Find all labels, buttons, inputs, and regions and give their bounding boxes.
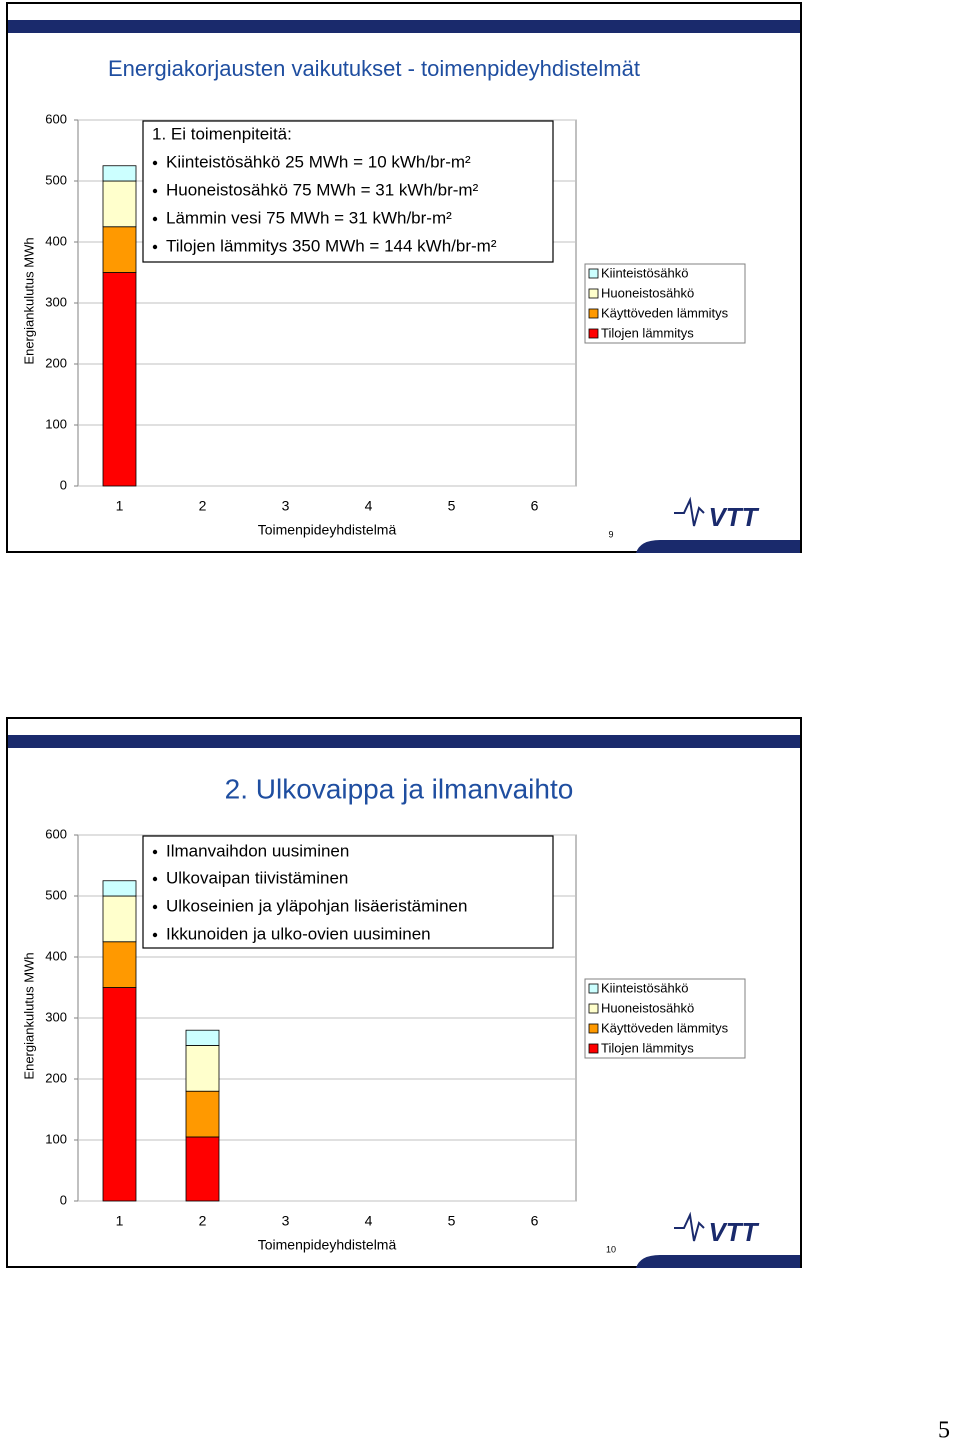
x-tick-label: 2 xyxy=(199,498,207,514)
legend-swatch xyxy=(588,1043,599,1054)
legend-label: Tilojen lämmitys xyxy=(601,1040,694,1055)
text-box-item: Tilojen lämmitys 350 MWh = 144 kWh/br-m² xyxy=(166,236,497,255)
text-box-item: Kiinteistösähkö 25 MWh = 10 kWh/br-m² xyxy=(166,152,471,171)
bar-segment xyxy=(102,180,137,228)
legend-swatch xyxy=(588,328,599,339)
slide-number: 10 xyxy=(606,1244,616,1254)
bar-segment xyxy=(102,165,137,182)
legend-swatch xyxy=(588,308,599,319)
bar-segment xyxy=(102,895,137,943)
y-tick-label: 0 xyxy=(60,1192,67,1207)
y-tick-label: 300 xyxy=(45,294,67,309)
legend-swatch xyxy=(588,983,599,994)
legend-label: Käyttöveden lämmitys xyxy=(601,1020,729,1035)
logo: VTT xyxy=(708,1217,759,1247)
text-box xyxy=(142,120,554,263)
bullet xyxy=(152,216,158,222)
logo: VTT xyxy=(708,502,759,532)
bullet xyxy=(152,849,158,855)
bar-segment xyxy=(102,987,137,1202)
x-tick-label: 6 xyxy=(531,498,539,514)
bar-segment xyxy=(185,1045,220,1092)
x-tick-label: 5 xyxy=(448,498,456,514)
x-tick-label: 6 xyxy=(531,1213,539,1229)
legend-box xyxy=(584,978,746,1059)
bar-segment xyxy=(102,880,137,897)
x-tick-label: 4 xyxy=(365,498,373,514)
legend-box xyxy=(584,263,746,344)
page-number: 5 xyxy=(938,1418,950,1444)
y-tick-label: 200 xyxy=(45,355,67,370)
bar-segment xyxy=(185,1090,220,1138)
legend-label: Tilojen lämmitys xyxy=(601,325,694,340)
y-tick-label: 400 xyxy=(45,233,67,248)
y-axis-label: Energiankulutus MWh xyxy=(21,237,36,364)
x-tick-label: 3 xyxy=(282,498,290,514)
legend-swatch xyxy=(588,268,599,279)
legend-swatch xyxy=(588,1003,599,1014)
text-box-item: Ilmanvaihdon uusiminen xyxy=(166,841,349,860)
legend-label: Käyttöveden lämmitys xyxy=(601,305,729,320)
text-box-heading: 1. Ei toimenpiteitä: xyxy=(152,124,292,143)
bar-segment xyxy=(102,226,137,273)
y-tick-label: 200 xyxy=(45,1070,67,1085)
bar-segment xyxy=(102,941,137,988)
slide-footer-bar xyxy=(636,1255,800,1268)
logo-wave xyxy=(674,1211,705,1242)
bullet xyxy=(152,904,158,910)
slide-footer-bar xyxy=(636,540,800,553)
bullet xyxy=(152,932,158,938)
x-tick-label: 3 xyxy=(282,1213,290,1229)
text-box-item: Ikkunoiden ja ulko-ovien uusiminen xyxy=(166,924,431,943)
y-tick-label: 500 xyxy=(45,172,67,187)
text-box-item: Ulkovaipan tiivistäminen xyxy=(166,868,348,887)
text-box-item: Huoneistosähkö 75 MWh = 31 kWh/br-m² xyxy=(166,180,479,199)
slide-header-bar xyxy=(8,735,800,748)
y-tick-label: 100 xyxy=(45,1131,67,1146)
y-tick-label: 0 xyxy=(60,477,67,492)
x-tick-label: 4 xyxy=(365,1213,373,1229)
text-box-item: Lämmin vesi 75 MWh = 31 kWh/br-m² xyxy=(166,208,452,227)
slide-title: Energiakorjausten vaikutukset - toimenpi… xyxy=(108,56,640,81)
x-axis-label: Toimenpideyhdistelmä xyxy=(258,522,397,538)
y-tick-label: 500 xyxy=(45,887,67,902)
legend-swatch xyxy=(588,288,599,299)
text-box xyxy=(142,835,554,949)
y-axis-label: Energiankulutus MWh xyxy=(21,952,36,1079)
bar-segment xyxy=(102,272,137,487)
x-tick-label: 1 xyxy=(116,498,124,514)
legend-label: Kiinteistösähkö xyxy=(601,980,688,995)
x-tick-label: 5 xyxy=(448,1213,456,1229)
legend-label: Huoneistosähkö xyxy=(601,1000,694,1015)
slide-number: 9 xyxy=(608,529,613,539)
bar-segment xyxy=(185,1136,220,1202)
slide-header-bar xyxy=(8,20,800,33)
bullet xyxy=(152,188,158,194)
legend-label: Huoneistosähkö xyxy=(601,285,694,300)
legend-label: Kiinteistösähkö xyxy=(601,265,688,280)
x-tick-label: 2 xyxy=(199,1213,207,1229)
slide-title: 2. Ulkovaippa ja ilmanvaihto xyxy=(225,773,574,804)
y-tick-label: 300 xyxy=(45,1009,67,1024)
text-box-item: Ulkoseinien ja yläpohjan lisäeristäminen xyxy=(166,896,467,915)
y-tick-label: 600 xyxy=(45,111,67,126)
bullet xyxy=(152,160,158,166)
bullet xyxy=(152,244,158,250)
y-tick-label: 100 xyxy=(45,416,67,431)
x-axis-label: Toimenpideyhdistelmä xyxy=(258,1237,397,1253)
bullet xyxy=(152,876,158,882)
legend-swatch xyxy=(588,1023,599,1034)
logo-wave xyxy=(674,496,705,527)
y-tick-label: 600 xyxy=(45,826,67,841)
y-tick-label: 400 xyxy=(45,948,67,963)
bar-segment xyxy=(185,1029,220,1046)
x-tick-label: 1 xyxy=(116,1213,124,1229)
